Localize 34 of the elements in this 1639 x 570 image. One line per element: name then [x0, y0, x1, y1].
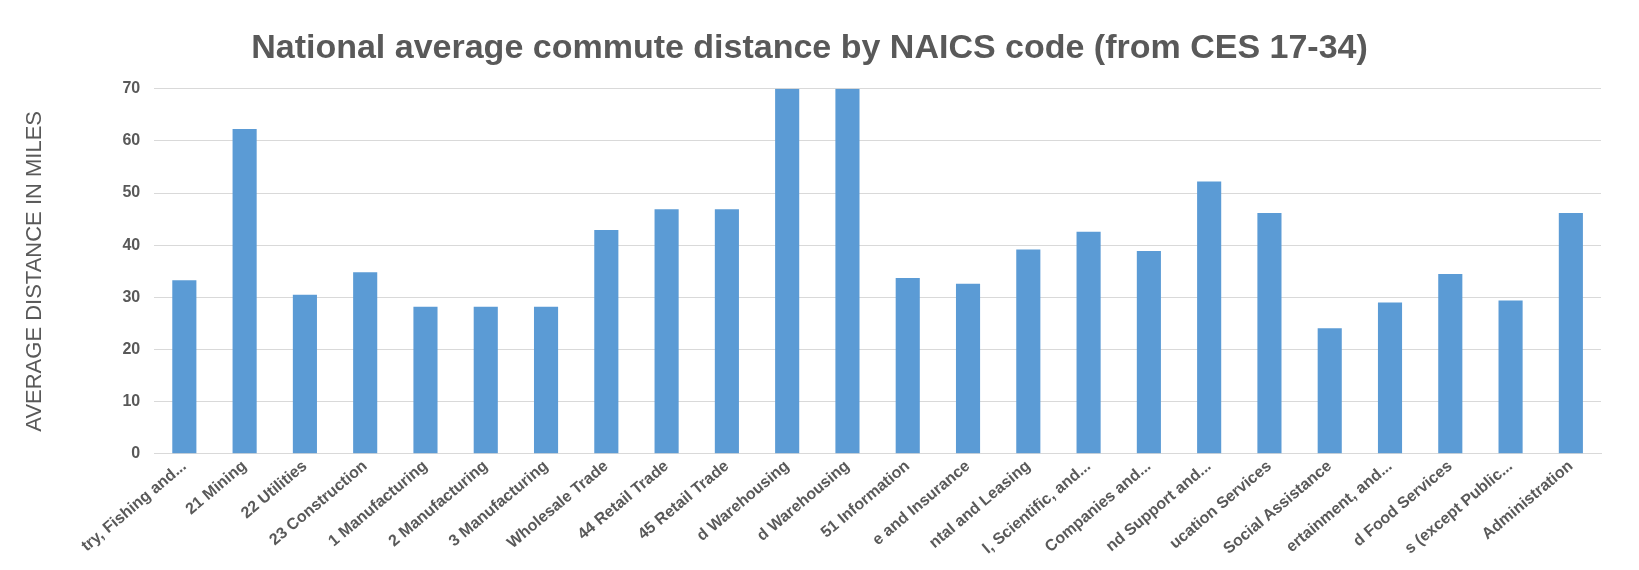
bar	[1377, 302, 1403, 454]
bar	[775, 88, 800, 454]
chart-title: National average commute distance by NAICS code (from CES 17-34)	[251, 26, 1368, 65]
y-tick-label: 30	[122, 287, 141, 305]
bar	[353, 272, 378, 454]
bar	[533, 306, 559, 454]
bar	[654, 209, 679, 454]
bar	[1016, 249, 1041, 454]
bar	[292, 294, 317, 454]
bar	[232, 128, 257, 454]
y-axis-title: AVERAGE DISTANCE IN MILES	[21, 110, 47, 432]
bar	[714, 209, 739, 454]
bar	[955, 283, 981, 454]
bar	[835, 88, 860, 454]
y-tick-label: 50	[122, 183, 141, 201]
bar	[1317, 328, 1342, 454]
y-tick-label: 60	[122, 131, 141, 149]
bar	[1197, 181, 1222, 454]
bar	[1558, 212, 1583, 454]
y-tick-label: 40	[122, 235, 141, 253]
bar	[1438, 273, 1463, 454]
bar	[413, 306, 438, 454]
y-tick-label: 0	[131, 444, 141, 462]
y-tick-label: 20	[122, 339, 141, 357]
bar	[1257, 212, 1282, 454]
bar	[1076, 231, 1101, 454]
y-tick-label: 10	[122, 392, 141, 410]
bar	[895, 278, 920, 454]
bar	[172, 280, 197, 454]
bar	[1136, 250, 1161, 454]
bar	[473, 306, 498, 454]
bar	[594, 230, 619, 454]
y-tick-label: 70	[122, 79, 141, 97]
bar	[1498, 300, 1523, 454]
